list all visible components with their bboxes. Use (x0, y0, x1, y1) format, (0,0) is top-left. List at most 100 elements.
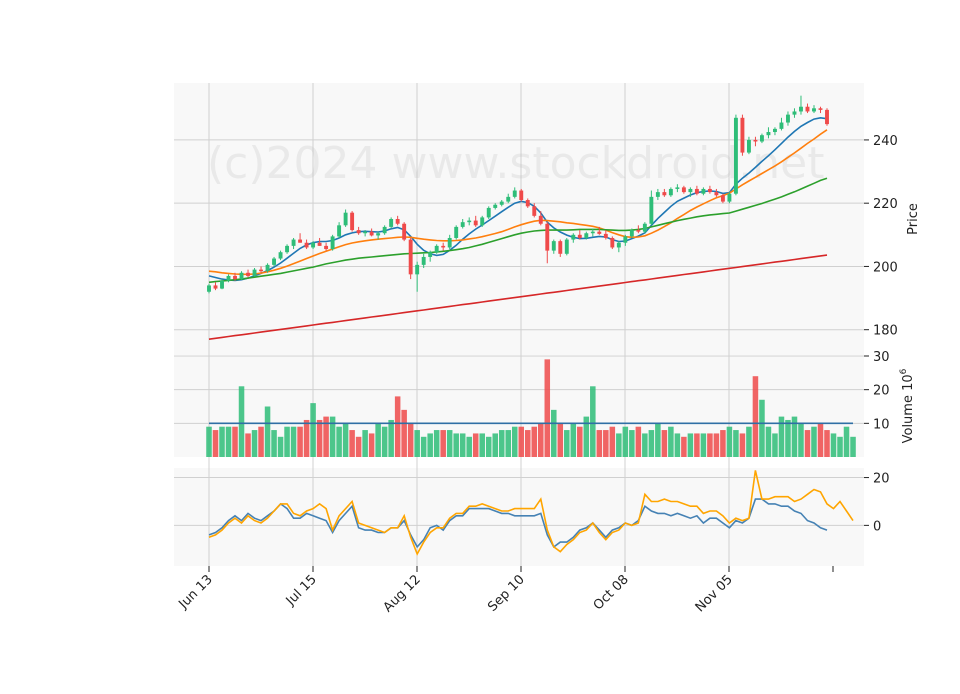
candle-body (408, 239, 413, 275)
volume-bar (290, 426, 297, 457)
volume-bar (420, 436, 427, 457)
candle-body (740, 117, 745, 153)
candle-body (233, 275, 237, 280)
candle-body (675, 187, 680, 189)
volume-bar (674, 433, 681, 457)
volume-bar (778, 416, 785, 457)
candle-body (532, 206, 537, 216)
candle-body (207, 285, 211, 292)
candle-body (623, 236, 628, 243)
candle-body (376, 233, 381, 236)
volume-bar (297, 426, 303, 457)
volume-bar (739, 433, 746, 457)
date-tick-label: Sep 10 (485, 572, 528, 615)
volume-bar (349, 430, 355, 457)
volume-bar (616, 433, 622, 457)
volume-bar (459, 433, 466, 457)
volume-bar (551, 409, 557, 457)
volume-bar (622, 426, 629, 457)
volume-bar (440, 430, 446, 457)
candle-body (441, 245, 446, 248)
volume-bar (538, 423, 544, 457)
candle-body (499, 201, 504, 205)
candle-body (818, 108, 823, 110)
volume-bar (785, 419, 791, 457)
oscillator-tick-label: 20 (873, 472, 890, 487)
candle-body (324, 245, 329, 250)
candle-body (753, 139, 758, 142)
volume-bar (772, 433, 778, 457)
volume-bar (837, 436, 843, 457)
price-tick-label: 240 (873, 134, 898, 149)
price-axis-label: Price (906, 203, 921, 235)
candle-body (558, 241, 563, 254)
candle-body (519, 190, 524, 201)
volume-bar (446, 430, 453, 457)
volume-bar (752, 376, 759, 457)
candle-body (246, 272, 250, 276)
candle-body (402, 223, 407, 240)
candle-body (363, 231, 368, 234)
candle-body (779, 122, 784, 129)
volume-bar (798, 423, 804, 457)
candle-body (610, 237, 615, 248)
candle-body (571, 234, 576, 240)
volume-bar (336, 426, 342, 457)
candle-body (278, 252, 283, 259)
volume-bar (544, 359, 551, 457)
candle-body (681, 187, 686, 193)
price-ma-line (208, 129, 828, 276)
volume-bar (830, 433, 837, 457)
candle-body (642, 223, 647, 232)
volume-bar (700, 433, 707, 457)
candle-body (649, 196, 654, 224)
volume-bar (564, 430, 570, 457)
candle-body (707, 188, 712, 193)
candle-body (252, 269, 257, 276)
candle-body (220, 280, 224, 289)
volume-bar (570, 423, 577, 457)
candle-body (590, 231, 595, 234)
candle-body (317, 242, 322, 246)
candle-body (688, 188, 693, 193)
volume-bar (310, 403, 316, 457)
volume-bar (225, 426, 232, 457)
volume-bar (518, 426, 525, 457)
volume-bar (232, 426, 238, 457)
candle-body (343, 212, 348, 226)
volume-tick-label: 30 (873, 350, 890, 365)
volume-bar (661, 430, 668, 457)
volume-bar (342, 423, 349, 457)
volume-bar (557, 423, 564, 457)
candle-body (389, 219, 394, 227)
price-ma-line (208, 254, 828, 340)
volume-bar (648, 430, 655, 457)
volume-bar (472, 433, 479, 457)
volume-bar (466, 436, 472, 457)
volume-bar (694, 433, 700, 457)
volume-bar (720, 430, 726, 457)
candle-body (551, 241, 556, 251)
candle-body (616, 242, 621, 248)
candle-body (727, 193, 732, 202)
candle-body (655, 192, 660, 197)
candle-body (213, 285, 218, 289)
volume-bar (843, 426, 850, 457)
date-tick-label: Jul 15 (283, 572, 320, 609)
candle-body (428, 252, 433, 257)
price-tick-label: 220 (873, 197, 898, 212)
volume-bar (687, 433, 694, 457)
candle-body (434, 245, 439, 253)
candle-body (454, 226, 459, 238)
volume-bar (746, 426, 752, 457)
volume-bar (524, 430, 531, 457)
price-panel-bg (174, 83, 864, 355)
volume-bar (355, 436, 362, 457)
volume-bar (850, 436, 856, 457)
volume-bar (245, 433, 251, 457)
volume-bar (258, 426, 264, 457)
volume-bar (824, 430, 830, 457)
candle-body (564, 239, 569, 254)
date-tick-label: Oct 08 (591, 572, 632, 613)
